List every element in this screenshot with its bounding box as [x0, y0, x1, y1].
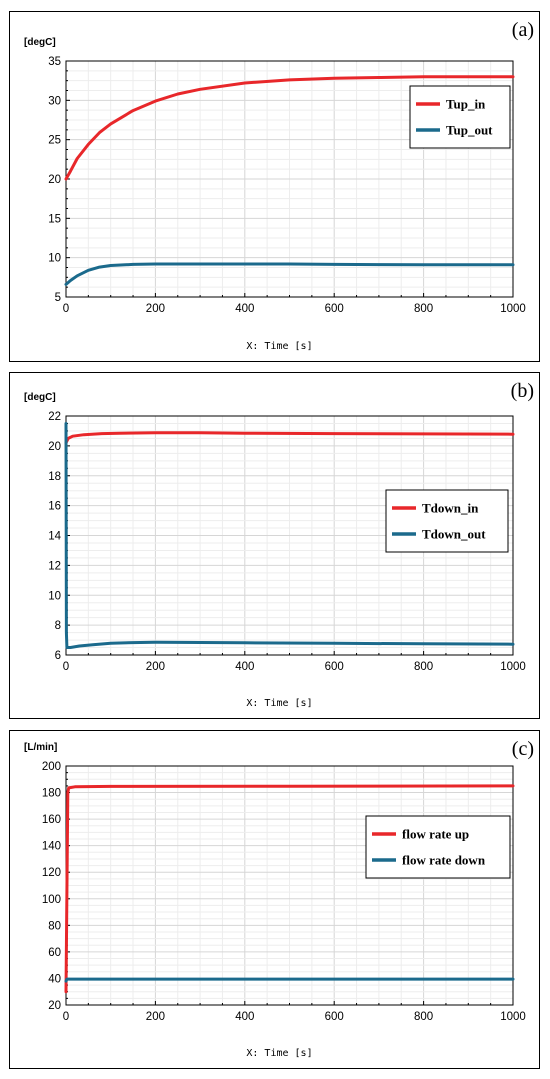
- chart-a-legend-label-1: Tup_in: [446, 97, 486, 112]
- chart-panel-a: 0 200 400 600 800 1000 5 10 15 20 25 30 35 [degC] X: T…: [9, 11, 540, 362]
- chart-b-legend-box: [385, 489, 509, 553]
- chart-c-y-tick-label: 120: [42, 867, 61, 879]
- chart-a-y-tick-label: 10: [48, 253, 61, 265]
- chart-a-legend: Tup_in Tup_out: [409, 85, 511, 149]
- chart-b-legend-label-1: Tdown_in: [422, 501, 479, 516]
- chart-a-x-tick-label: 400: [235, 303, 254, 315]
- chart-panel-c: 0 200 400 600 800 1000 20 40 60 80 100 120 140 160 180…: [9, 730, 540, 1069]
- chart-b-y-tick-label: 16: [48, 501, 61, 513]
- chart-a-x-tick-label: 600: [325, 303, 344, 315]
- chart-b-x-tick-label: 0: [63, 661, 69, 673]
- chart-a-y-axis-label: [degC]: [24, 37, 56, 48]
- chart-c-x-tick-label: 200: [146, 1011, 165, 1023]
- chart-a-svg: 0 200 400 600 800 1000 5 10 15 20 25 30 35 [degC] X: T…: [24, 19, 534, 352]
- chart-b-y-tick-label: 14: [48, 531, 61, 543]
- chart-b-y-axis-label: [degC]: [24, 392, 56, 403]
- chart-c-x-axis-label: X: Time [s]: [246, 1048, 312, 1059]
- chart-c-y-tick-label: 80: [48, 920, 61, 932]
- chart-c-x-tick-label: 1000: [500, 1011, 526, 1023]
- chart-a-y-tick-label: 5: [55, 292, 61, 304]
- chart-b-ticks: 0 200 400 600 800 1000 6 8 10 12 14 16 18 20 22: [48, 411, 526, 673]
- chart-b-y-tick-label: 12: [48, 560, 61, 572]
- chart-a-series-line-2: [64, 262, 515, 286]
- chart-a-x-tick-label: 0: [63, 303, 69, 315]
- chart-a-x-tick-label: 800: [414, 303, 433, 315]
- chart-c-legend-label-2: flow rate down: [402, 853, 486, 868]
- chart-b-legend: Tdown_in Tdown_out: [385, 489, 509, 553]
- chart-a-legend-label-2: Tup_out: [446, 123, 493, 138]
- chart-a-legend-box: [409, 85, 511, 149]
- chart-b-series-line-2: [64, 422, 515, 649]
- chart-c-svg: 0 200 400 600 800 1000 20 40 60 80 100 120 140 160 180…: [24, 738, 534, 1059]
- chart-b-y-tick-label: 6: [55, 650, 61, 662]
- chart-a-ticks: 0 200 400 600 800 1000 5 10 15 20 25 30 35: [48, 56, 526, 315]
- chart-a-y-tick-label: 35: [48, 56, 61, 68]
- chart-b-x-tick-label: 600: [325, 661, 344, 673]
- chart-c-y-tick-label: 40: [48, 973, 61, 985]
- chart-b-y-tick-label: 22: [48, 411, 61, 423]
- chart-a-y-tick-label: 30: [48, 95, 61, 107]
- chart-c-y-tick-label: 200: [42, 761, 61, 773]
- chart-c-x-tick-label: 800: [414, 1011, 433, 1023]
- chart-a-y-tick-label: 20: [48, 174, 61, 186]
- chart-c-y-tick-label: 160: [42, 814, 61, 826]
- chart-a-y-tick-label: 15: [48, 213, 61, 225]
- chart-c-legend-box: [365, 815, 511, 879]
- chart-c-y-tick-label: 180: [42, 788, 61, 800]
- chart-a-y-tick-label: 25: [48, 135, 61, 147]
- chart-c-series-line-1: [64, 784, 515, 994]
- chart-c-panel-label: (c): [512, 738, 534, 760]
- chart-b-y-tick-label: 20: [48, 441, 61, 453]
- chart-c-grid: [66, 765, 514, 1005]
- chart-c-y-tick-label: 20: [48, 1000, 61, 1012]
- chart-b-x-tick-label: 800: [414, 661, 433, 673]
- chart-c-ticks: 0 200 400 600 800 1000 20 40 60 80 100 120 140 160 180…: [42, 761, 526, 1023]
- chart-a-x-axis-label: X: Time [s]: [246, 341, 312, 352]
- chart-b-y-tick-label: 18: [48, 471, 61, 483]
- chart-b-x-axis-label: X: Time [s]: [246, 698, 312, 709]
- chart-c-legend-label-1: flow rate up: [402, 827, 469, 842]
- chart-a-series-line-1: [64, 75, 515, 181]
- chart-b-x-tick-label: 200: [146, 661, 165, 673]
- chart-b-x-tick-label: 1000: [500, 661, 526, 673]
- chart-a-x-tick-label: 1000: [500, 303, 526, 315]
- chart-c-x-tick-label: 400: [235, 1011, 254, 1023]
- chart-c-series-line-2: [64, 977, 515, 983]
- chart-a-panel-label: (a): [512, 19, 534, 41]
- chart-b-svg: 0 200 400 600 800 1000 6 8 10 12 14 16 18 20 22 [degC] X…: [24, 380, 534, 709]
- chart-c-y-tick-label: 60: [48, 947, 61, 959]
- chart-c-x-tick-label: 600: [325, 1011, 344, 1023]
- chart-c-y-axis-label: [L/min]: [24, 742, 57, 753]
- chart-b-series-line-1: [64, 431, 515, 445]
- chart-a-x-tick-label: 200: [146, 303, 165, 315]
- chart-b-x-tick-label: 400: [235, 661, 254, 673]
- chart-panel-b: 0 200 400 600 800 1000 6 8 10 12 14 16 18 20 22 [degC] X…: [9, 372, 540, 719]
- chart-b-legend-label-2: Tdown_out: [422, 527, 486, 542]
- chart-c-y-tick-label: 100: [42, 894, 61, 906]
- chart-c-y-tick-label: 140: [42, 841, 61, 853]
- chart-c-x-tick-label: 0: [63, 1011, 69, 1023]
- chart-b-y-tick-label: 10: [48, 590, 61, 602]
- chart-b-y-tick-label: 8: [55, 620, 61, 632]
- chart-b-panel-label: (b): [511, 380, 534, 402]
- chart-c-legend: flow rate up flow rate down: [365, 815, 511, 879]
